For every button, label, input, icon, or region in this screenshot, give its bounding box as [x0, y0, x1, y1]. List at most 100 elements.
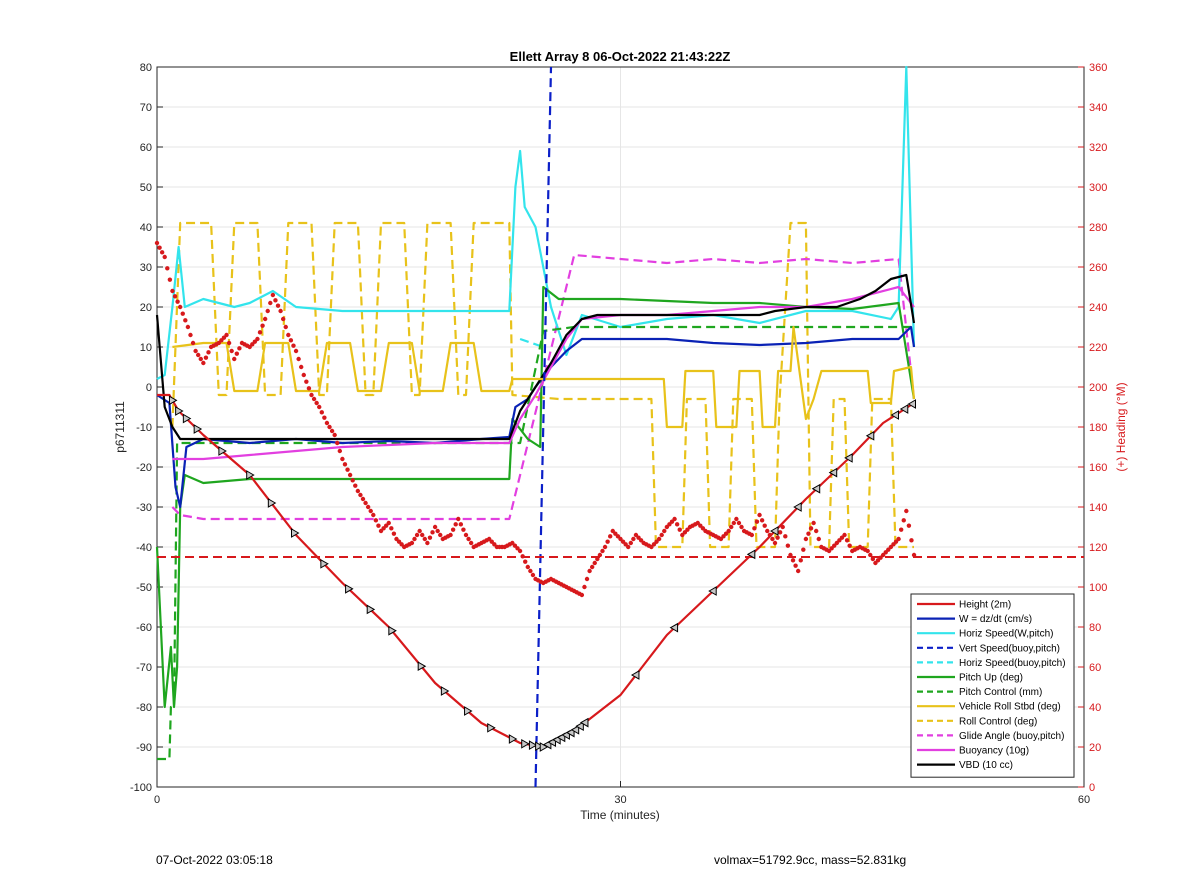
heading-point [461, 527, 466, 532]
heading-point [631, 536, 636, 542]
heading-point [347, 472, 353, 478]
y2-tick-label: 360 [1089, 62, 1107, 74]
heading-point [391, 531, 397, 536]
heading-point [363, 500, 368, 506]
heading-point [525, 564, 530, 570]
heading-point [808, 526, 814, 531]
heading-point [262, 316, 268, 322]
heading-point [193, 348, 198, 354]
heading-point [190, 340, 196, 346]
height-marker [487, 722, 496, 733]
heading-point [450, 527, 456, 532]
y2-tick-label: 100 [1089, 582, 1107, 594]
heading-point [165, 266, 170, 271]
heading-point [453, 522, 458, 527]
heading-point [898, 527, 904, 532]
y-tick-label: 20 [140, 302, 152, 314]
legend-label: Horiz Speed(buoy,pitch) [959, 658, 1066, 669]
y2-tick-label: 140 [1089, 502, 1107, 514]
height-marker [907, 399, 917, 409]
heading-point [448, 532, 453, 538]
height-marker [844, 453, 853, 463]
heading-point [322, 415, 327, 420]
y2-tick-label: 220 [1089, 342, 1107, 354]
height-marker [746, 549, 756, 560]
y-tick-label: 70 [140, 102, 152, 114]
heading-point [317, 404, 322, 410]
heading-point [353, 483, 358, 488]
heading-point [175, 299, 180, 304]
heading-point [185, 324, 191, 330]
heading-point [170, 288, 175, 294]
height-marker [417, 661, 427, 672]
height-marker [828, 467, 838, 478]
heading-layer [154, 240, 1084, 598]
y2-tick-label: 280 [1089, 222, 1107, 234]
height-marker [168, 395, 178, 406]
heading-point [226, 340, 232, 346]
heading-point [759, 518, 765, 523]
heading-point [770, 536, 775, 542]
heading-point [286, 332, 291, 338]
heading-point [376, 523, 381, 528]
height-marker [193, 424, 203, 434]
heading-point [260, 323, 265, 328]
y-tick-label: -80 [136, 702, 152, 714]
heading-point [865, 548, 870, 554]
height-marker [246, 470, 255, 480]
y2-tick-label: 340 [1089, 102, 1107, 114]
y-tick-label: -20 [136, 462, 152, 474]
height-marker [535, 741, 544, 752]
heading-point [355, 488, 361, 494]
x-axis-ticks: 0 30 60 [154, 781, 1090, 806]
heading-point [870, 556, 876, 562]
heading-point [229, 348, 234, 354]
heading-point [605, 539, 610, 544]
heading-point [788, 552, 793, 558]
heading-point [329, 428, 335, 434]
y-axis-ticks: -100-90-80-70-60-50-40-30-20-10010203040… [130, 62, 163, 794]
heading-point [868, 552, 873, 558]
series-line-2 [156, 65, 916, 380]
series-line-3 [534, 66, 553, 788]
series-line-0 [157, 393, 915, 749]
heading-point [909, 538, 914, 543]
heading-point [762, 523, 767, 528]
height-marker [440, 686, 450, 696]
height-marker [669, 622, 679, 633]
legend-label: W = dz/dt (cm/s) [959, 614, 1032, 625]
heading-point [674, 522, 680, 527]
series-line-1 [156, 325, 916, 509]
heading-point [801, 547, 806, 552]
heading-point [283, 324, 288, 330]
heading-point [389, 526, 394, 531]
heading-point [659, 532, 664, 538]
heading-point [162, 254, 167, 260]
heading-point [301, 372, 306, 378]
heading-point [458, 522, 464, 527]
heading-point [417, 528, 422, 534]
heading-point [736, 520, 742, 526]
heading-point [628, 540, 633, 546]
heading-point [816, 536, 821, 542]
heading-point [299, 364, 304, 370]
x-tick-label: 0 [154, 794, 160, 806]
heading-point [427, 535, 433, 540]
heading-point [270, 292, 276, 298]
y-tick-label: 30 [140, 262, 152, 274]
heading-point [196, 352, 201, 358]
height-marker [345, 584, 354, 594]
heading-point [677, 527, 682, 532]
series-line-8 [171, 221, 914, 549]
heading-point [430, 530, 435, 535]
heading-point [324, 420, 330, 426]
series-line-7 [172, 325, 916, 429]
heading-point [345, 467, 350, 472]
heading-point [435, 528, 440, 534]
heading-point [582, 584, 587, 590]
chart-legend: Height (2m) W = dz/dt (cm/s) Horiz Speed(W… [910, 593, 1075, 778]
heading-point [237, 346, 242, 351]
heading-point [368, 508, 373, 514]
heading-point [584, 576, 590, 582]
